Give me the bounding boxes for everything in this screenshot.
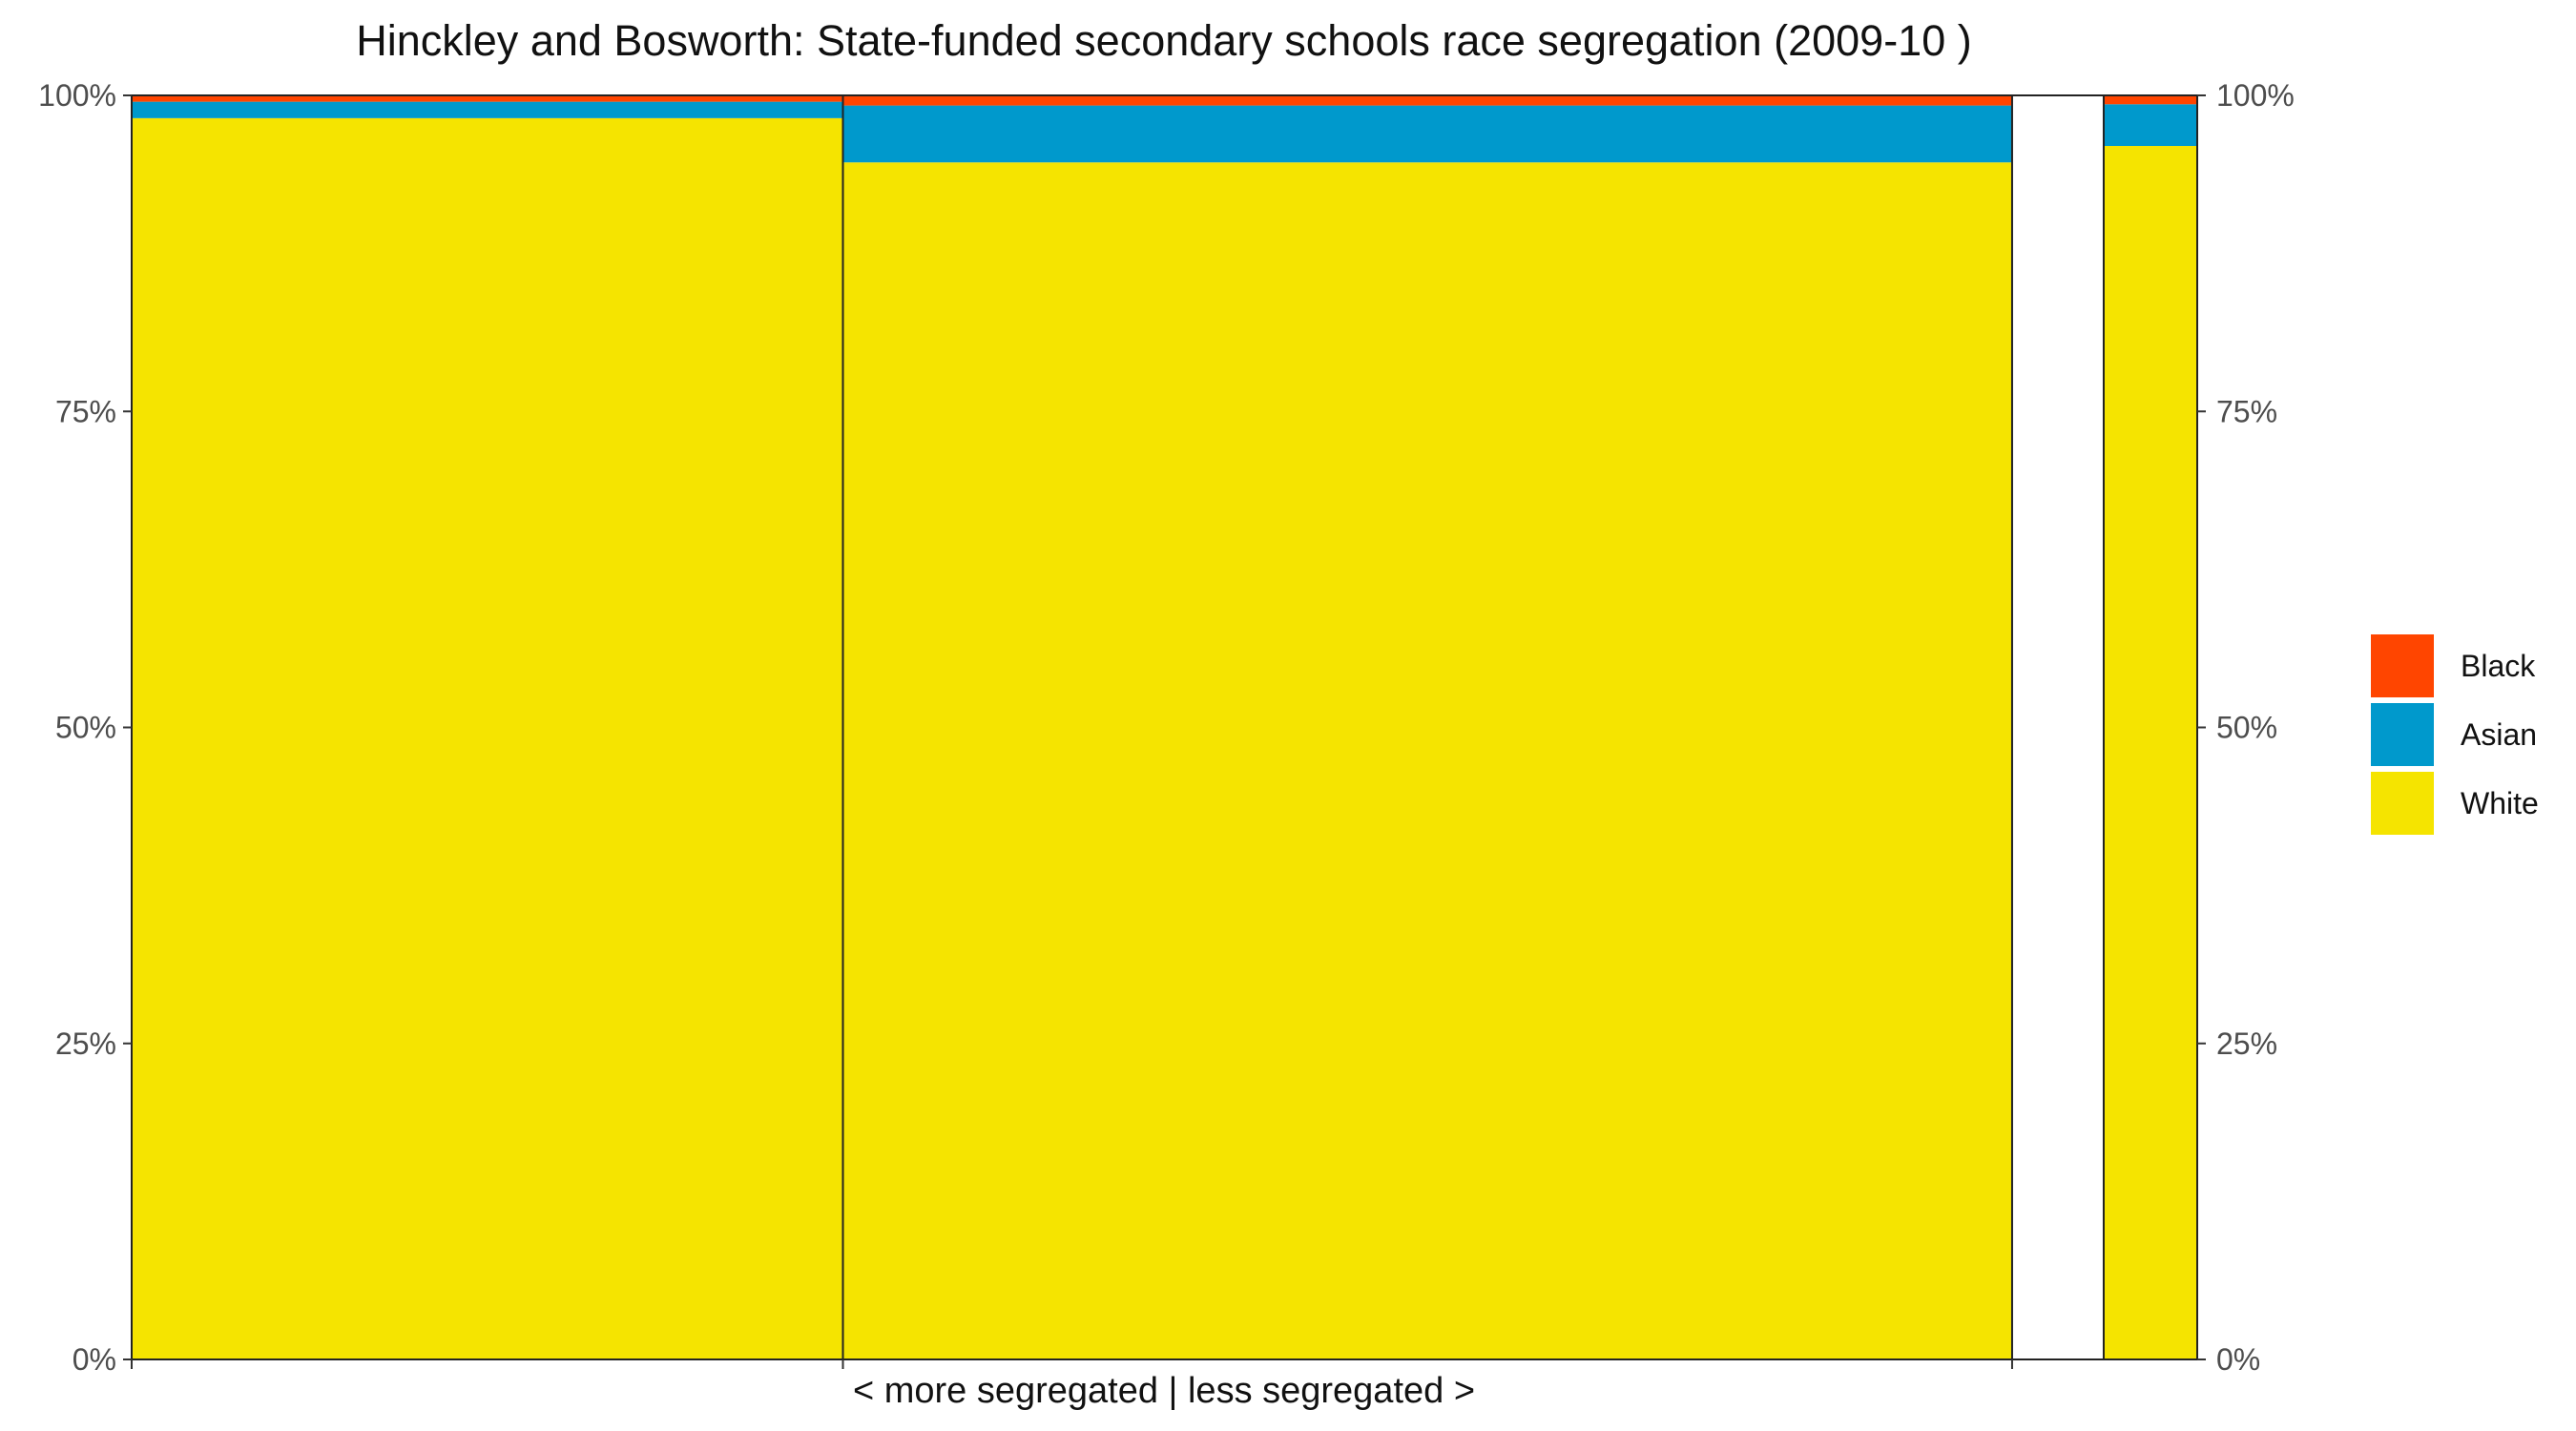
y-tick-label-right: 50% <box>2216 711 2277 745</box>
y-tick-label-left: 25% <box>55 1027 116 1061</box>
y-tick-label-left: 100% <box>38 78 116 113</box>
bar-segment-black <box>842 95 2012 106</box>
bar-segment-black <box>2103 95 2197 105</box>
bar-segment-asian <box>2103 104 2197 146</box>
bar-segment-white <box>132 117 843 1360</box>
bar-segment-asian <box>842 105 2012 163</box>
y-tick-label-left: 75% <box>55 394 116 428</box>
legend-label-white: White <box>2461 786 2539 820</box>
bar-segment-white <box>842 162 2012 1360</box>
chart-title: Hinckley and Bosworth: State-funded seco… <box>356 16 1971 65</box>
legend: Black Asian White <box>2371 634 2539 835</box>
axes: 0% 0% 25% 25% 50% 50% 75% 75% 100% 100% <box>38 78 2295 1377</box>
bar-segment-black <box>132 95 843 102</box>
y-tick-label-right: 100% <box>2216 78 2295 113</box>
y-tick-label-right: 0% <box>2216 1342 2260 1377</box>
y-tick-label-left: 50% <box>55 711 116 745</box>
bar-segment-asian <box>132 101 843 118</box>
legend-label-black: Black <box>2461 649 2536 683</box>
y-tick-label-right: 75% <box>2216 394 2277 428</box>
x-axis-label: < more segregated | less segregated > <box>853 1371 1475 1411</box>
legend-label-asian: Asian <box>2461 717 2537 752</box>
plot-area <box>132 95 2197 1360</box>
legend-swatch-white <box>2371 772 2434 835</box>
bar-segment-white <box>2103 146 2197 1359</box>
legend-swatch-asian <box>2371 703 2434 766</box>
legend-swatch-black <box>2371 634 2434 697</box>
y-tick-label-left: 0% <box>73 1342 116 1377</box>
y-tick-label-right: 25% <box>2216 1027 2277 1061</box>
